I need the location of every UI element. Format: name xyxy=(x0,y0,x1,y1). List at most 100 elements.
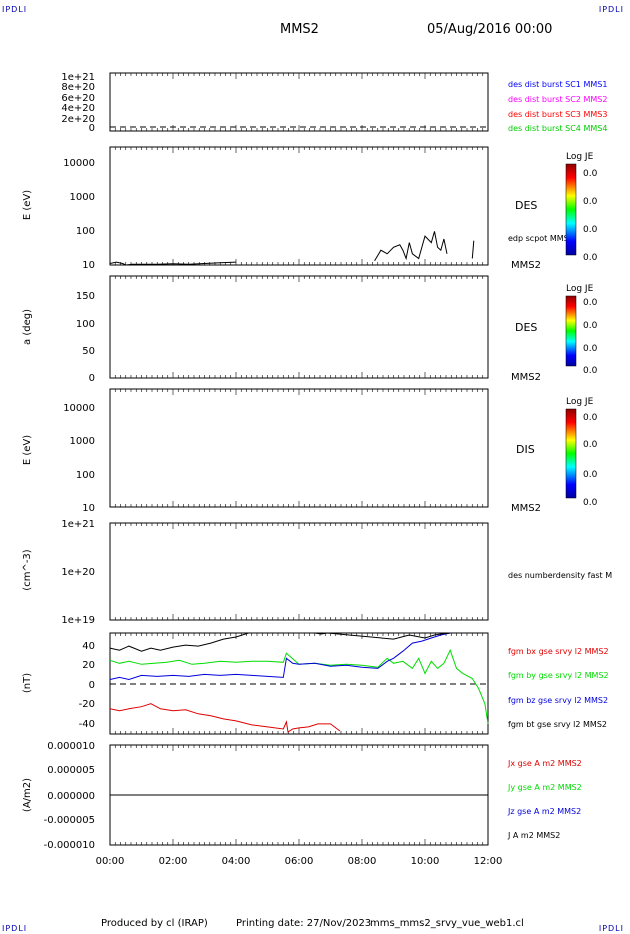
bfield-legend-by: fgm by gse srvy l2 MMS2 xyxy=(508,671,609,680)
dis-energy-ytick-3: 10 xyxy=(82,503,95,514)
colorbar-des-pitch-tick-0: 0.0 xyxy=(583,298,598,308)
density-ytick-0: 1e+21 xyxy=(61,519,95,530)
ylabel-current: (A/m2) xyxy=(22,778,33,812)
current-legend-j: J A m2 MMS2 xyxy=(507,831,560,840)
density-ytick-2: 1e+19 xyxy=(61,615,95,626)
colorbar-des-pitch-tick-1: 0.0 xyxy=(583,321,598,331)
burst-ytick-5: 0 xyxy=(89,123,95,134)
ylabel-des-energy: E (eV) xyxy=(22,190,33,220)
xtick-4: 08:00 xyxy=(348,856,377,867)
dis-energy-side-label: DIS xyxy=(516,443,535,456)
colorbar-des-energy-tick-1: 0.0 xyxy=(583,197,598,207)
ylabel-des-pitch: a (deg) xyxy=(22,309,33,345)
current-legend-jz: Jz gse A m2 MMS2 xyxy=(507,807,581,816)
bfield-legend-bx: fgm bx gse srvy l2 MMS2 xyxy=(508,647,609,656)
burst-ytick-3: 4e+20 xyxy=(61,103,95,114)
des-pitch-ytick-2: 50 xyxy=(82,346,95,357)
burst-legend-3: des dist burst SC3 MMS3 xyxy=(508,110,607,119)
des-energy-ytick-2: 100 xyxy=(76,226,95,237)
xtick-1: 02:00 xyxy=(159,856,188,867)
panel-density-frame xyxy=(109,522,489,621)
current-ytick-4: -0.000010 xyxy=(44,840,95,851)
colorbar-des-energy: Log JE 0.0 0.0 0.0 0.0 xyxy=(565,152,598,263)
burst-legend-4: des dist burst SC4 MMS4 xyxy=(508,124,607,133)
burst-legend-2: des dist burst SC2 MMS2 xyxy=(508,95,607,104)
density-ytick-1: 1e+20 xyxy=(61,567,95,578)
colorbar-des-pitch-tick-2: 0.0 xyxy=(583,344,598,354)
current-legend-jx: Jx gse A m2 MMS2 xyxy=(507,759,582,768)
burst-ytick-4: 2e+20 xyxy=(61,114,95,125)
axis-ticks xyxy=(109,73,489,845)
bfield-line-1 xyxy=(109,648,489,724)
colorbar-des-pitch-tick-3: 0.0 xyxy=(583,366,598,376)
bfield-legend-bz: fgm bz gse srvy l2 MMS2 xyxy=(508,696,608,705)
colorbar-des-energy-tick-2: 0.0 xyxy=(583,225,598,235)
panel-burst-frame xyxy=(109,72,489,132)
xtick-0: 00:00 xyxy=(96,856,125,867)
colorbar-des-energy-tick-0: 0.0 xyxy=(583,169,598,179)
dis-energy-bottom-label: MMS2 xyxy=(511,503,541,514)
des-energy-ytick-0: 10000 xyxy=(63,158,95,169)
bfield-line-0 xyxy=(109,703,341,733)
colorbar-dis-energy-tick-0: 0.0 xyxy=(583,413,598,423)
bfield-ytick-0: 40 xyxy=(82,641,95,652)
footer-printing-date: Printing date: 27/Nov/2023 xyxy=(236,918,372,929)
density-side-label: des numberdensity fast M xyxy=(508,571,612,580)
colorbar-dis-energy-title: Log JE xyxy=(566,397,594,407)
bfield-series xyxy=(109,632,489,733)
des-energy-side-label: DES xyxy=(515,199,537,212)
bfield-ytick-3: -20 xyxy=(79,699,95,710)
bfield-ytick-1: 20 xyxy=(82,660,95,671)
scpot-segment-2 xyxy=(471,240,475,259)
colorbar-dis-energy: Log JE 0.0 0.0 0.0 0.0 xyxy=(565,397,598,508)
colorbar-des-energy-title: Log JE xyxy=(566,152,594,162)
des-energy-ytick-3: 10 xyxy=(82,260,95,271)
corner-label-bottom-right: IPDLI xyxy=(598,924,624,933)
panel-des-energy-frame xyxy=(109,146,489,266)
xtick-5: 10:00 xyxy=(411,856,440,867)
panel-dis-energy-frame xyxy=(109,388,489,508)
corner-label-top-left: IPDLI xyxy=(2,5,28,14)
des-pitch-ytick-3: 0 xyxy=(89,373,95,384)
spacecraft-title: MMS2 xyxy=(280,22,319,37)
current-legend-jy: Jy gse A m2 MMS2 xyxy=(507,783,582,792)
dis-energy-ytick-2: 100 xyxy=(76,470,95,481)
colorbar-des-pitch-title: Log JE xyxy=(566,284,594,294)
colorbar-des-pitch: Log JE 0.0 0.0 0.0 0.0 xyxy=(565,284,598,376)
current-ytick-2: 0.000000 xyxy=(47,791,95,802)
current-ytick-1: 0.000005 xyxy=(47,765,95,776)
des-pitch-side-label: DES xyxy=(515,321,537,334)
burst-legend-1: des dist burst SC1 MMS1 xyxy=(508,80,607,89)
scpot-series xyxy=(109,231,475,266)
corner-label-bottom-left: IPDLI xyxy=(2,924,28,933)
des-pitch-ytick-1: 100 xyxy=(76,319,95,330)
xtick-6: 12:00 xyxy=(474,856,503,867)
ylabel-density: (cm^-3) xyxy=(22,549,33,590)
burst-ytick-1: 8e+20 xyxy=(61,82,95,93)
corner-label-top-right: IPDLI xyxy=(598,5,624,14)
bfield-line-2 xyxy=(109,632,451,681)
xtick-3: 06:00 xyxy=(285,856,314,867)
ylabel-dis-energy: E (eV) xyxy=(22,435,33,465)
des-energy-overlay-label: edp scpot MMS2 xyxy=(508,234,574,243)
des-energy-bottom-label: MMS2 xyxy=(511,260,541,271)
current-ytick-0: 0.000010 xyxy=(47,741,95,752)
footer-produced-by: Produced by cl (IRAP) xyxy=(101,918,208,929)
dis-energy-ytick-1: 1000 xyxy=(70,436,95,447)
des-pitch-ytick-0: 150 xyxy=(76,291,95,302)
burst-ytick-0: 1e+21 xyxy=(61,72,95,83)
des-pitch-bottom-label: MMS2 xyxy=(511,372,541,383)
colorbar-dis-energy-tick-1: 0.0 xyxy=(583,440,598,450)
bfield-line-3 xyxy=(109,632,451,652)
panel-des-pitch-frame xyxy=(109,275,489,379)
datetime-title: 05/Aug/2016 00:00 xyxy=(427,22,553,37)
ylabel-bfield: (nT) xyxy=(22,673,33,693)
colorbar-dis-energy-tick-3: 0.0 xyxy=(583,498,598,508)
colorbar-dis-energy-tick-2: 0.0 xyxy=(583,470,598,480)
scpot-segment-1 xyxy=(374,231,448,262)
bfield-ytick-2: 0 xyxy=(89,680,95,691)
xtick-2: 04:00 xyxy=(222,856,251,867)
bfield-ytick-4: -40 xyxy=(79,719,95,730)
des-energy-ytick-1: 1000 xyxy=(70,192,95,203)
